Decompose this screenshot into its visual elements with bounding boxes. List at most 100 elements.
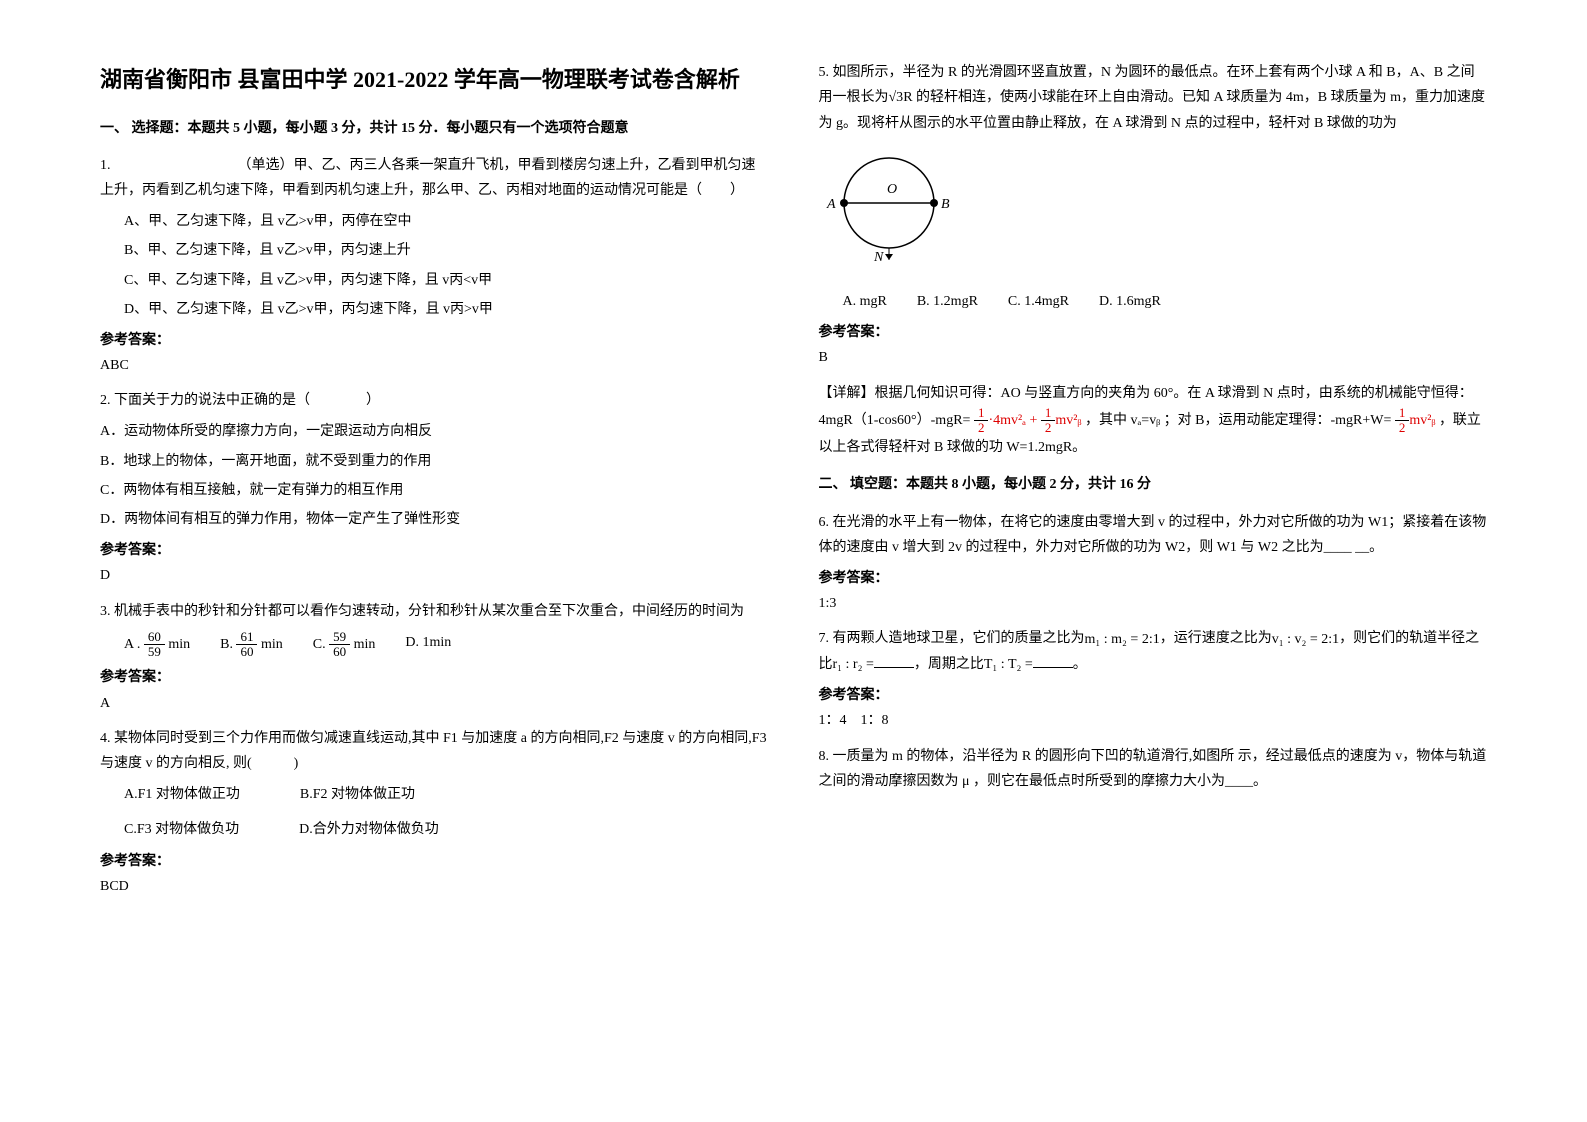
q3-options: A . 6059 min B. 6160 min C. 5960 min D. …	[124, 630, 769, 660]
q5-frac3: 12	[1395, 406, 1410, 436]
q3-answer: A	[100, 691, 769, 716]
q4-optC: C.F3 对物体做负功	[124, 817, 239, 842]
q2-answer-label: 参考答案：	[100, 538, 769, 563]
q7-answer-label: 参考答案：	[819, 683, 1488, 708]
q6-stem-text: 在光滑的水平上有一物体，在将它的速度由零增大到 v 的过程中，外力对它所做的功为…	[819, 515, 1487, 555]
q3-stem-text: 机械手表中的秒针和分针都可以看作匀速转动，分针和秒针从某次重合至下次重合，中间经…	[114, 604, 744, 619]
q2-prefix: 2.	[100, 393, 111, 408]
q5-explain-p2: ，其中 vₐ=vᵦ ；对 B，运用动能定理得：-mgR+W=	[1085, 413, 1391, 428]
section2-header: 二、 填空题：本题共 8 小题，每小题 2 分，共计 16 分	[819, 472, 1488, 497]
q2-answer: D	[100, 563, 769, 588]
q1-answer: ABC	[100, 353, 769, 378]
q7-stem: 7. 有两颗人造地球卫星，它们的质量之比为m₁ : m₂ = 2:1，运行速度之…	[819, 626, 1488, 677]
q5-answer: B	[819, 345, 1488, 370]
q7-t-ratio: T₁ : T₂ =	[984, 652, 1033, 677]
q4-answer-label: 参考答案：	[100, 849, 769, 874]
q3-optA: A . 6059 min	[124, 630, 190, 660]
q1-stem-text: （单选）甲、乙、丙三人各乘一架直升飞机，甲看到楼房匀速上升，乙看到甲机匀速上升，…	[100, 158, 756, 198]
q4-options-row1: A.F1 对物体做正功 B.F2 对物体做正功	[124, 782, 769, 807]
q2-optD: D．两物体间有相互的弹力作用，物体一定产生了弹性形变	[100, 507, 769, 532]
q3-optB: B. 6160 min	[220, 630, 283, 660]
q1-optC: C、甲、乙匀速下降，且 v乙>v甲，丙匀速下降，且 v丙<v甲	[124, 268, 769, 293]
q2-optA: A．运动物体所受的摩擦力方向，一定跟运动方向相反	[100, 419, 769, 444]
q2-stem: 2. 下面关于力的说法中正确的是（ ）	[100, 388, 769, 413]
q4-answer: BCD	[100, 874, 769, 899]
q5-label-O: O	[887, 182, 897, 197]
q6-stem: 6. 在光滑的水平上有一物体，在将它的速度由零增大到 v 的过程中，外力对它所做…	[819, 510, 1488, 560]
q1-optB: B、甲、乙匀速下降，且 v乙>v甲，丙匀速上升	[124, 238, 769, 263]
q5-ballA	[840, 199, 848, 207]
q3-optC: C. 5960 min	[313, 630, 376, 660]
q5-optD: D. 1.6mgR	[1099, 289, 1161, 314]
question-1: 1. （单选）甲、乙、丙三人各乘一架直升飞机，甲看到楼房匀速上升，乙看到甲机匀速…	[100, 153, 769, 379]
q1-optD: D、甲、乙匀速下降，且 v乙>v甲，丙匀速下降，且 v丙>v甲	[124, 297, 769, 322]
q5-options: A. mgR B. 1.2mgR C. 1.4mgR D. 1.6mgR	[843, 289, 1488, 314]
q8-stem-text: 一质量为 m 的物体，沿半径为 R 的圆形向下凹的轨道滑行,如图所 示，经过最低…	[819, 749, 1487, 789]
q5-stem-p2: R 的轻杆相连，使两小球能在环上自由滑动。已知 A 球质量为 4m，B 球质量为…	[819, 90, 1485, 130]
q3-prefix: 3.	[100, 604, 111, 619]
q3-answer-label: 参考答案：	[100, 665, 769, 690]
q5-answer-label: 参考答案：	[819, 320, 1488, 345]
q7-blank1	[874, 654, 914, 668]
q5-frac3-rest: mv²ᵦ	[1409, 413, 1435, 428]
q5-frac1: 12	[974, 406, 989, 436]
left-column: 湖南省衡阳市 县富田中学 2021-2022 学年高一物理联考试卷含解析 一、 …	[100, 60, 769, 1062]
q5-arrow-icon	[885, 254, 893, 260]
q5-frac2-rest: mv²ᵦ	[1055, 413, 1081, 428]
q2-optC: C．两物体有相互接触，就一定有弹力的相互作用	[100, 478, 769, 503]
q8-prefix: 8.	[819, 749, 830, 764]
q4-options-row2: C.F3 对物体做负功 D.合外力对物体做负功	[124, 817, 769, 842]
q5-diagram: O A B N	[819, 148, 1488, 277]
q8-stem: 8. 一质量为 m 的物体，沿半径为 R 的圆形向下凹的轨道滑行,如图所 示，经…	[819, 744, 1488, 794]
q5-optC: C. 1.4mgR	[1008, 289, 1069, 314]
main-title: 湖南省衡阳市 县富田中学 2021-2022 学年高一物理联考试卷含解析	[100, 60, 769, 100]
q7-answer: 1：4 1：8	[819, 708, 1488, 733]
q7-r-ratio: r₁ : r₂ =	[833, 652, 874, 677]
q7-stem-p5: 。	[1073, 657, 1087, 672]
q3-stem: 3. 机械手表中的秒针和分针都可以看作匀速转动，分针和秒针从某次重合至下次重合，…	[100, 599, 769, 624]
q2-optB: B．地球上的物体，一离开地面，就不受到重力的作用	[100, 449, 769, 474]
question-7: 7. 有两颗人造地球卫星，它们的质量之比为m₁ : m₂ = 2:1，运行速度之…	[819, 626, 1488, 733]
q5-label-B: B	[941, 197, 950, 212]
q1-options: A、甲、乙匀速下降，且 v乙>v甲，丙停在空中 B、甲、乙匀速下降，且 v乙>v…	[124, 209, 769, 322]
q6-answer-label: 参考答案：	[819, 566, 1488, 591]
q5-frac1-rest: ·4mv²ₐ +	[988, 413, 1040, 428]
q6-prefix: 6.	[819, 515, 830, 530]
q4-optB: B.F2 对物体做正功	[300, 782, 415, 807]
question-6: 6. 在光滑的水平上有一物体，在将它的速度由零增大到 v 的过程中，外力对它所做…	[819, 510, 1488, 617]
q1-stem: 1. （单选）甲、乙、丙三人各乘一架直升飞机，甲看到楼房匀速上升，乙看到甲机匀速…	[100, 153, 769, 203]
right-column: 5. 如图所示，半径为 R 的光滑圆环竖直放置，N 为圆环的最低点。在环上套有两…	[819, 60, 1488, 1062]
section1-header: 一、 选择题：本题共 5 小题，每小题 3 分，共计 15 分．每小题只有一个选…	[100, 116, 769, 141]
q4-stem-text: 某物体同时受到三个力作用而做匀减速直线运动,其中 F1 与加速度 a 的方向相同…	[100, 731, 767, 771]
q3-optD: D. 1min	[405, 630, 451, 660]
q4-prefix: 4.	[100, 731, 111, 746]
q7-prefix: 7.	[819, 631, 830, 646]
q5-ballB	[930, 199, 938, 207]
q6-answer: 1:3	[819, 591, 1488, 616]
question-2: 2. 下面关于力的说法中正确的是（ ） A．运动物体所受的摩擦力方向，一定跟运动…	[100, 388, 769, 588]
q7-v-ratio: v₁ : v₂ = 2:1	[1272, 627, 1339, 652]
q5-explain: 【详解】根据几何知识可得：AO 与竖直方向的夹角为 60°。在 A 球滑到 N …	[819, 381, 1488, 461]
question-8: 8. 一质量为 m 的物体，沿半径为 R 的圆形向下凹的轨道滑行,如图所 示，经…	[819, 744, 1488, 794]
q4-optD: D.合外力对物体做负功	[299, 817, 439, 842]
q1-optA: A、甲、乙匀速下降，且 v乙>v甲，丙停在空中	[124, 209, 769, 234]
q1-answer-label: 参考答案：	[100, 328, 769, 353]
question-5: 5. 如图所示，半径为 R 的光滑圆环竖直放置，N 为圆环的最低点。在环上套有两…	[819, 60, 1488, 460]
q7-m-ratio: m₁ : m₂ = 2:1	[1085, 627, 1160, 652]
q5-optA: A. mgR	[843, 289, 887, 314]
q5-stem: 5. 如图所示，半径为 R 的光滑圆环竖直放置，N 为圆环的最低点。在环上套有两…	[819, 60, 1488, 136]
q1-prefix: 1.	[100, 158, 111, 173]
q5-sqrt: √3	[889, 85, 904, 110]
q5-prefix: 5.	[819, 65, 830, 80]
question-3: 3. 机械手表中的秒针和分针都可以看作匀速转动，分针和秒针从某次重合至下次重合，…	[100, 599, 769, 716]
q5-label-N: N	[873, 250, 884, 265]
q2-stem-text: 下面关于力的说法中正确的是（ ）	[114, 393, 380, 408]
q5-label-A: A	[826, 197, 836, 212]
q4-optA: A.F1 对物体做正功	[124, 782, 240, 807]
q7-stem-p1: 有两颗人造地球卫星，它们的质量之比为	[833, 631, 1085, 646]
q5-frac2: 12	[1041, 406, 1056, 436]
q5-optB: B. 1.2mgR	[917, 289, 978, 314]
q7-blank2	[1033, 654, 1073, 668]
q7-stem-p2: ，运行速度之比为	[1160, 631, 1272, 646]
q5-svg: O A B N	[819, 148, 979, 268]
